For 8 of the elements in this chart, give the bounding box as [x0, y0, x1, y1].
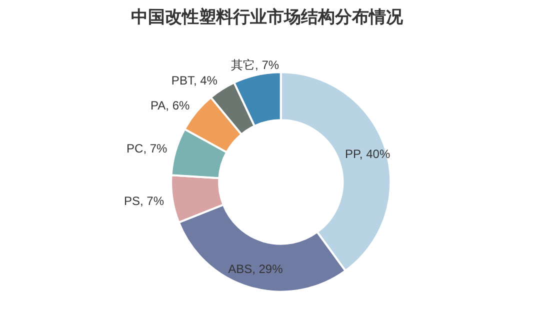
slice-label: 其它, 7% [231, 58, 280, 72]
slice-label: PP, 40% [344, 146, 390, 161]
slice-label: ABS, 29% [228, 262, 284, 276]
slice-label: PA, 6% [150, 98, 190, 112]
slice-label: PS, 7% [124, 194, 164, 208]
slice-label: PBT, 4% [171, 74, 218, 88]
slice-label: PC, 7% [126, 141, 168, 156]
chart-title: 中国改性塑料行业市场结构分布情况 [131, 6, 404, 26]
